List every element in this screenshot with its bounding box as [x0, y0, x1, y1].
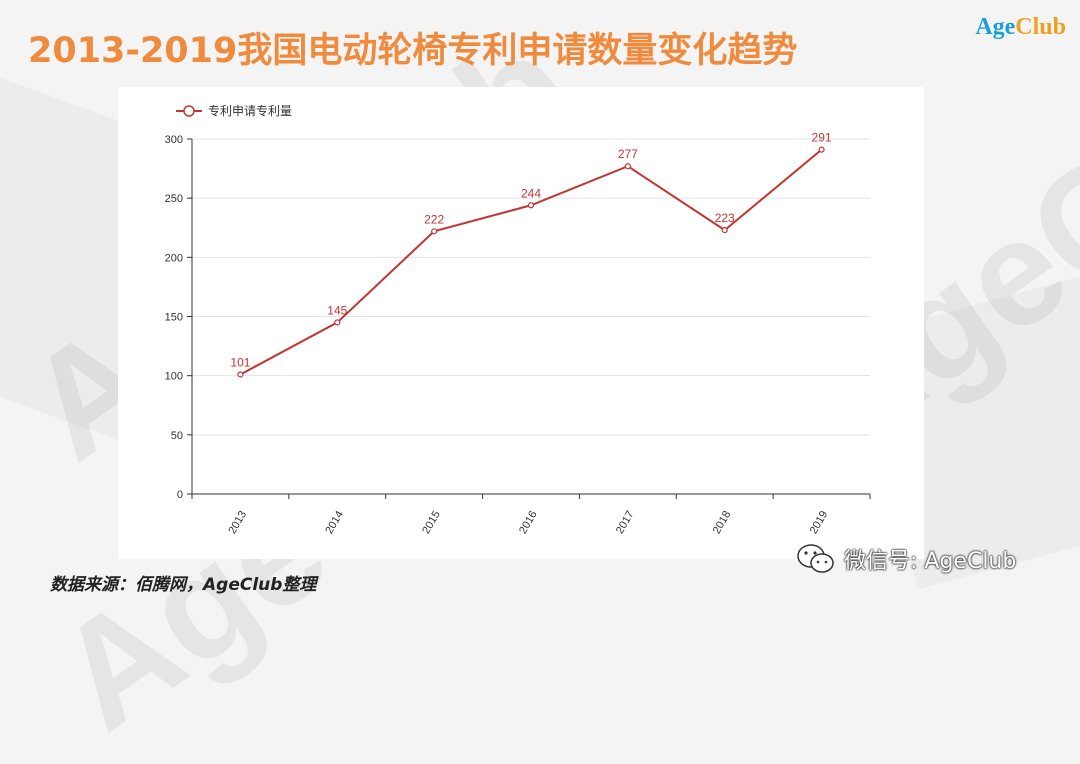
- y-tick-label: 200: [165, 252, 183, 264]
- data-label: 222: [424, 212, 444, 226]
- data-point: [334, 319, 341, 326]
- data-point: [237, 371, 244, 378]
- line-chart: 0 50 100 150 200 250 300 2013 2014 2015 2016 2017 20…: [165, 103, 871, 536]
- series-line: [239, 148, 823, 376]
- chart-panel: 0 50 100 150 200 250 300 2013 2014 2015 2016 2017 20…: [118, 87, 924, 559]
- y-tick-label: 50: [171, 430, 183, 442]
- data-point: [527, 202, 535, 209]
- data-label: 145: [327, 303, 347, 317]
- x-tick-label: 2018: [711, 509, 734, 536]
- slide-title: 2013-2019我国电动轮椅专利申请数量变化趋势: [28, 31, 798, 71]
- data-label: 101: [230, 355, 250, 369]
- data-point: [721, 227, 728, 234]
- wechat-id: 微信号: AgeClub: [844, 549, 1017, 574]
- data-point: [624, 163, 631, 170]
- data-point: [431, 228, 438, 235]
- ageclub-logo: AgeClub: [975, 14, 1066, 41]
- wechat-badge: 微信号: AgeClub: [796, 542, 1016, 576]
- data-label: 291: [812, 131, 832, 145]
- x-tick-label: 2013: [227, 509, 250, 536]
- y-tick-label: 150: [165, 312, 183, 324]
- x-tick-label: 2016: [517, 509, 540, 536]
- x-tick-label: 2015: [420, 509, 443, 536]
- y-tick-label: 100: [165, 371, 183, 383]
- data-label: 223: [715, 211, 735, 225]
- legend-label: 专利申请专利量: [208, 103, 292, 118]
- x-tick-label: 2019: [808, 509, 831, 536]
- wechat-icon: [797, 544, 834, 573]
- y-tick-label: 250: [165, 193, 183, 205]
- data-point: [818, 146, 825, 153]
- legend-marker: [183, 105, 195, 117]
- logo-part-club: Club: [1015, 14, 1066, 40]
- logo-part-age: Age: [975, 14, 1016, 40]
- source-note: 数据来源：佰腾网，AgeClub整理: [50, 575, 317, 595]
- y-tick-label: 300: [165, 134, 183, 146]
- data-label: 244: [521, 186, 541, 200]
- x-tick-label: 2014: [323, 509, 346, 536]
- x-tick-label: 2017: [614, 509, 637, 536]
- data-label: 277: [618, 147, 638, 161]
- y-tick-label: 0: [177, 489, 183, 501]
